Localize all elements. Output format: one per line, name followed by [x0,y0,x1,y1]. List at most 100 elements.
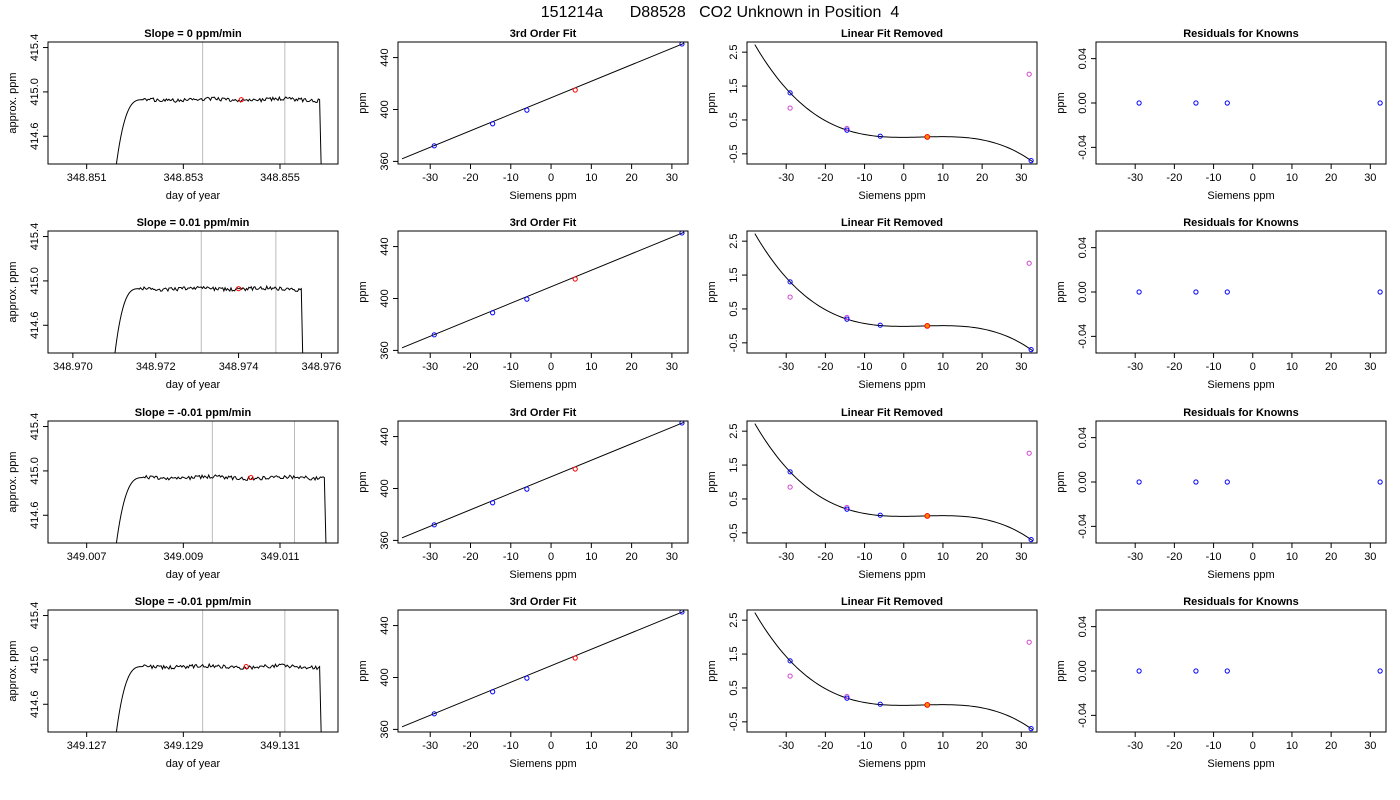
unknown-sample-point [572,466,578,472]
x-tick-label: 10 [1286,740,1298,752]
x-tick-label: 20 [625,361,637,373]
known-standard-point [844,506,850,512]
raw-known-point [844,504,850,511]
fit-line [401,231,685,349]
x-tick-label: -10 [1206,740,1222,752]
y-tick-label: 1.5 [728,646,740,661]
x-tick-label: 348.855 [260,172,300,184]
plot-area [754,44,1034,164]
plot-area [115,421,327,543]
x-tick-label: -30 [778,172,794,184]
panel-residual-curve-row1: Linear Fit Removed Siemens ppm ppm -30 -20 -1… [706,28,1038,202]
y-tick-label: -0.5 [728,333,740,352]
panel-grid: Slope = 0 ppm/min day of year approx. ppm 3… [7,28,1387,770]
plot-area [401,421,685,539]
panel-title: Slope = 0.01 ppm/min [137,217,250,229]
x-tick-label: 30 [666,551,678,563]
x-tick-label: 349.009 [163,551,203,563]
known-standard-point [844,316,850,322]
x-tick-label: 349.129 [163,740,203,752]
known-residual-point [1193,100,1199,106]
y-axis-label: approx. ppm [7,72,19,133]
panel-title: Residuals for Knowns [1183,596,1299,608]
x-tick-label: 20 [976,740,988,752]
plot-area [1136,668,1383,674]
x-tick-label: 20 [976,361,988,373]
x-tick-label: 0 [1250,740,1256,752]
known-residual-point [1193,289,1199,295]
y-tick-label: 0.5 [728,491,740,506]
x-tick-label: 0 [548,551,554,563]
panel-residuals-row2: Residuals for Knowns Siemens ppm ppm -30 -20… [1055,217,1387,391]
panel-fit-row1: 3rd Order Fit Siemens ppm ppm -30 -20 -10 0 10 2… [357,28,689,202]
known-standard-point [524,107,530,113]
y-axis-label: ppm [357,281,369,302]
x-tick-label: 349.131 [260,740,300,752]
cubic-residual-curve [754,612,1034,731]
y-tick-label: 415.0 [29,267,41,295]
y-tick-label: 415.4 [29,223,41,251]
plot-frame [397,230,689,354]
y-tick-label: 0.00 [1077,471,1089,492]
x-tick-label: 10 [585,172,597,184]
x-tick-label: -20 [1166,361,1182,373]
fit-line [401,610,685,728]
y-tick-label: -0.04 [1077,135,1089,160]
x-tick-label: -10 [1206,361,1222,373]
y-tick-label: 360 [379,531,391,549]
known-standard-point [787,658,793,664]
raw-known-point [1026,71,1032,77]
y-axis-label: ppm [706,471,718,492]
unknown-sample-point [572,276,578,282]
x-tick-label: -30 [1127,361,1143,373]
known-standard-point [431,522,437,528]
y-tick-label: 415.4 [29,602,41,630]
y-tick-label: -0.5 [728,712,740,731]
x-tick-label: 30 [1364,740,1376,752]
y-tick-label: 360 [379,152,391,170]
known-standard-point [1028,347,1034,353]
panel-title: Slope = 0 ppm/min [144,28,242,40]
x-tick-label: 348.853 [163,172,203,184]
known-residual-point [1377,668,1383,674]
x-tick-label: 348.972 [136,361,176,373]
raw-known-point [1026,639,1032,645]
unknown-sample-point [238,97,244,103]
raw-known-point [787,484,793,490]
panel-residuals-row3: Residuals for Knowns Siemens ppm ppm -30 -20… [1055,407,1387,581]
plot-area [401,42,685,160]
cubic-residual-curve [754,44,1034,163]
x-tick-label: -20 [1166,172,1182,184]
plot-frame [1095,609,1387,733]
figure-title: 151214a D88528 CO2 Unknown in Position 4 [541,4,900,21]
known-standard-point [679,421,685,426]
raw-known-point [787,105,793,111]
x-tick-label: -10 [857,551,873,563]
x-tick-label: 0 [901,361,907,373]
plot-area [401,610,685,728]
y-tick-label: -0.04 [1077,324,1089,349]
y-tick-label: 2.5 [728,234,740,249]
x-axis-label: day of year [166,190,221,202]
plot-frame [47,420,339,544]
unknown-sample-point [248,474,254,481]
y-axis-label: ppm [1055,660,1067,681]
y-axis-label: ppm [357,660,369,681]
x-tick-label: 20 [625,551,637,563]
known-residual-point [1136,289,1142,295]
raw-known-point [787,673,793,679]
known-standard-point [679,231,685,236]
x-tick-label: -30 [1127,551,1143,563]
y-tick-label: 400 [379,100,391,118]
x-tick-label: 10 [1286,551,1298,563]
x-axis-label: Siemens ppm [1207,190,1274,202]
x-tick-label: -30 [1127,740,1143,752]
known-residual-point [1224,289,1230,295]
x-tick-label: -20 [1166,740,1182,752]
y-axis-label: approx. ppm [7,640,19,701]
unknown-sample-point [572,655,578,661]
known-standard-point [431,711,437,717]
x-tick-label: 0 [1250,361,1256,373]
known-standard-point [877,322,883,328]
